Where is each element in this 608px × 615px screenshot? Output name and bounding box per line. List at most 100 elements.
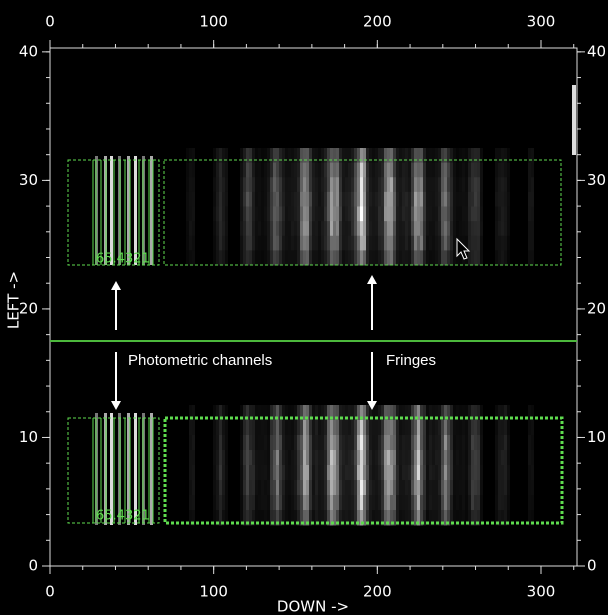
fringe-pixel — [324, 162, 327, 178]
fringe-pixel — [333, 177, 336, 193]
fringe-pixel — [213, 495, 216, 511]
fringe-pixel — [471, 405, 474, 421]
fringe-pixel — [474, 191, 477, 207]
fringe-pixel — [531, 148, 534, 164]
fringe-pixel — [324, 235, 327, 251]
fringe-pixel — [360, 435, 363, 451]
fringe-pixel — [189, 250, 192, 266]
fringe-pixel — [435, 191, 438, 207]
fringe-pixel — [408, 235, 411, 251]
fringe-pixel — [477, 465, 480, 481]
fringe-pixel — [288, 450, 291, 466]
fringe-pixel — [240, 206, 243, 222]
fringe-pixel — [441, 465, 444, 481]
fringe-pixel — [420, 480, 423, 496]
fringe-pixel — [411, 465, 414, 481]
fringe-pixel — [264, 510, 267, 526]
fringe-pixel — [285, 191, 288, 207]
fringe-pixel — [306, 250, 309, 266]
fringe-pixel — [417, 420, 420, 436]
fringe-pixel — [438, 420, 441, 436]
fringe-pixel — [243, 235, 246, 251]
fringe-pixel — [477, 148, 480, 164]
y-tick-label: 20 — [19, 299, 38, 317]
fringe-pixel — [351, 235, 354, 251]
fringe-pixel — [336, 510, 339, 526]
fringe-pixel — [429, 191, 432, 207]
fringe-pixel — [291, 148, 294, 164]
fringe-pixel — [351, 510, 354, 526]
fringe-pixel — [348, 177, 351, 193]
fringe-pixel — [420, 450, 423, 466]
fringe-pixel — [444, 450, 447, 466]
fringe-pixel — [435, 221, 438, 237]
fringe-pixel — [288, 435, 291, 451]
fringe-pixel — [468, 191, 471, 207]
fringe-pixel — [192, 495, 195, 511]
fringe-pixel — [453, 405, 456, 421]
fringe-pixel — [390, 221, 393, 237]
fringe-pixel — [246, 450, 249, 466]
fringe-pixel — [345, 420, 348, 436]
fringe-pixel — [276, 177, 279, 193]
fringe-pixel — [189, 221, 192, 237]
fringe-pixel — [261, 510, 264, 526]
fringe-pixel — [396, 435, 399, 451]
fringe-pixel — [327, 420, 330, 436]
fringe-pixel — [312, 250, 315, 266]
fringe-pixel — [315, 495, 318, 511]
fringe-pixel — [450, 465, 453, 481]
fringe-pixel — [462, 191, 465, 207]
fringe-pixel — [432, 162, 435, 178]
fringe-pixel — [399, 450, 402, 466]
fringe-pixel — [396, 420, 399, 436]
fringe-pixel — [321, 206, 324, 222]
fringe-pixel — [309, 405, 312, 421]
fringe-pixel — [459, 495, 462, 511]
fringe-pixel — [222, 465, 225, 481]
fringe-pixel — [315, 480, 318, 496]
fringe-pixel — [495, 148, 498, 164]
fringe-pixel — [372, 206, 375, 222]
fringe-pixel — [255, 480, 258, 496]
fringe-pixel — [258, 177, 261, 193]
fringe-pixel — [288, 148, 291, 164]
fringe-pixel — [462, 405, 465, 421]
fringe-pixel — [528, 450, 531, 466]
fringe-pixel — [327, 510, 330, 526]
fringe-pixel — [480, 495, 483, 511]
fringe-pixel — [399, 235, 402, 251]
fringe-pixel — [261, 162, 264, 178]
fringe-pixel — [435, 177, 438, 193]
fringe-pixel — [507, 405, 510, 421]
fringe-pixel — [249, 177, 252, 193]
fringe-pixel — [423, 235, 426, 251]
fringe-pixel — [390, 450, 393, 466]
fringe-pixel — [498, 435, 501, 451]
fringe-pixel — [390, 162, 393, 178]
fringe-pixel — [339, 177, 342, 193]
fringe-pixel — [357, 221, 360, 237]
fringe-pixel — [309, 235, 312, 251]
fringe-pixel — [441, 235, 444, 251]
fringe-pixel — [495, 405, 498, 421]
fringe-pixel — [432, 510, 435, 526]
fringe-pixel — [459, 191, 462, 207]
fringe-pixel — [294, 465, 297, 481]
fringe-pixel — [369, 465, 372, 481]
fringe-pixel — [468, 495, 471, 511]
fringe-pixel — [432, 480, 435, 496]
fringe-pixel — [504, 495, 507, 511]
fringe-pixel — [429, 177, 432, 193]
fringe-pixel — [444, 495, 447, 511]
fringe-pixel — [354, 221, 357, 237]
fringe-pixel — [423, 450, 426, 466]
fringe-pixel — [444, 177, 447, 193]
fringe-pixel — [270, 191, 273, 207]
fringe-pixel — [456, 250, 459, 266]
fringe-pixel — [420, 495, 423, 511]
fringe-pixel — [432, 191, 435, 207]
fringe-pixel — [405, 450, 408, 466]
fringe-pixel — [402, 177, 405, 193]
fringe-pixel — [306, 435, 309, 451]
